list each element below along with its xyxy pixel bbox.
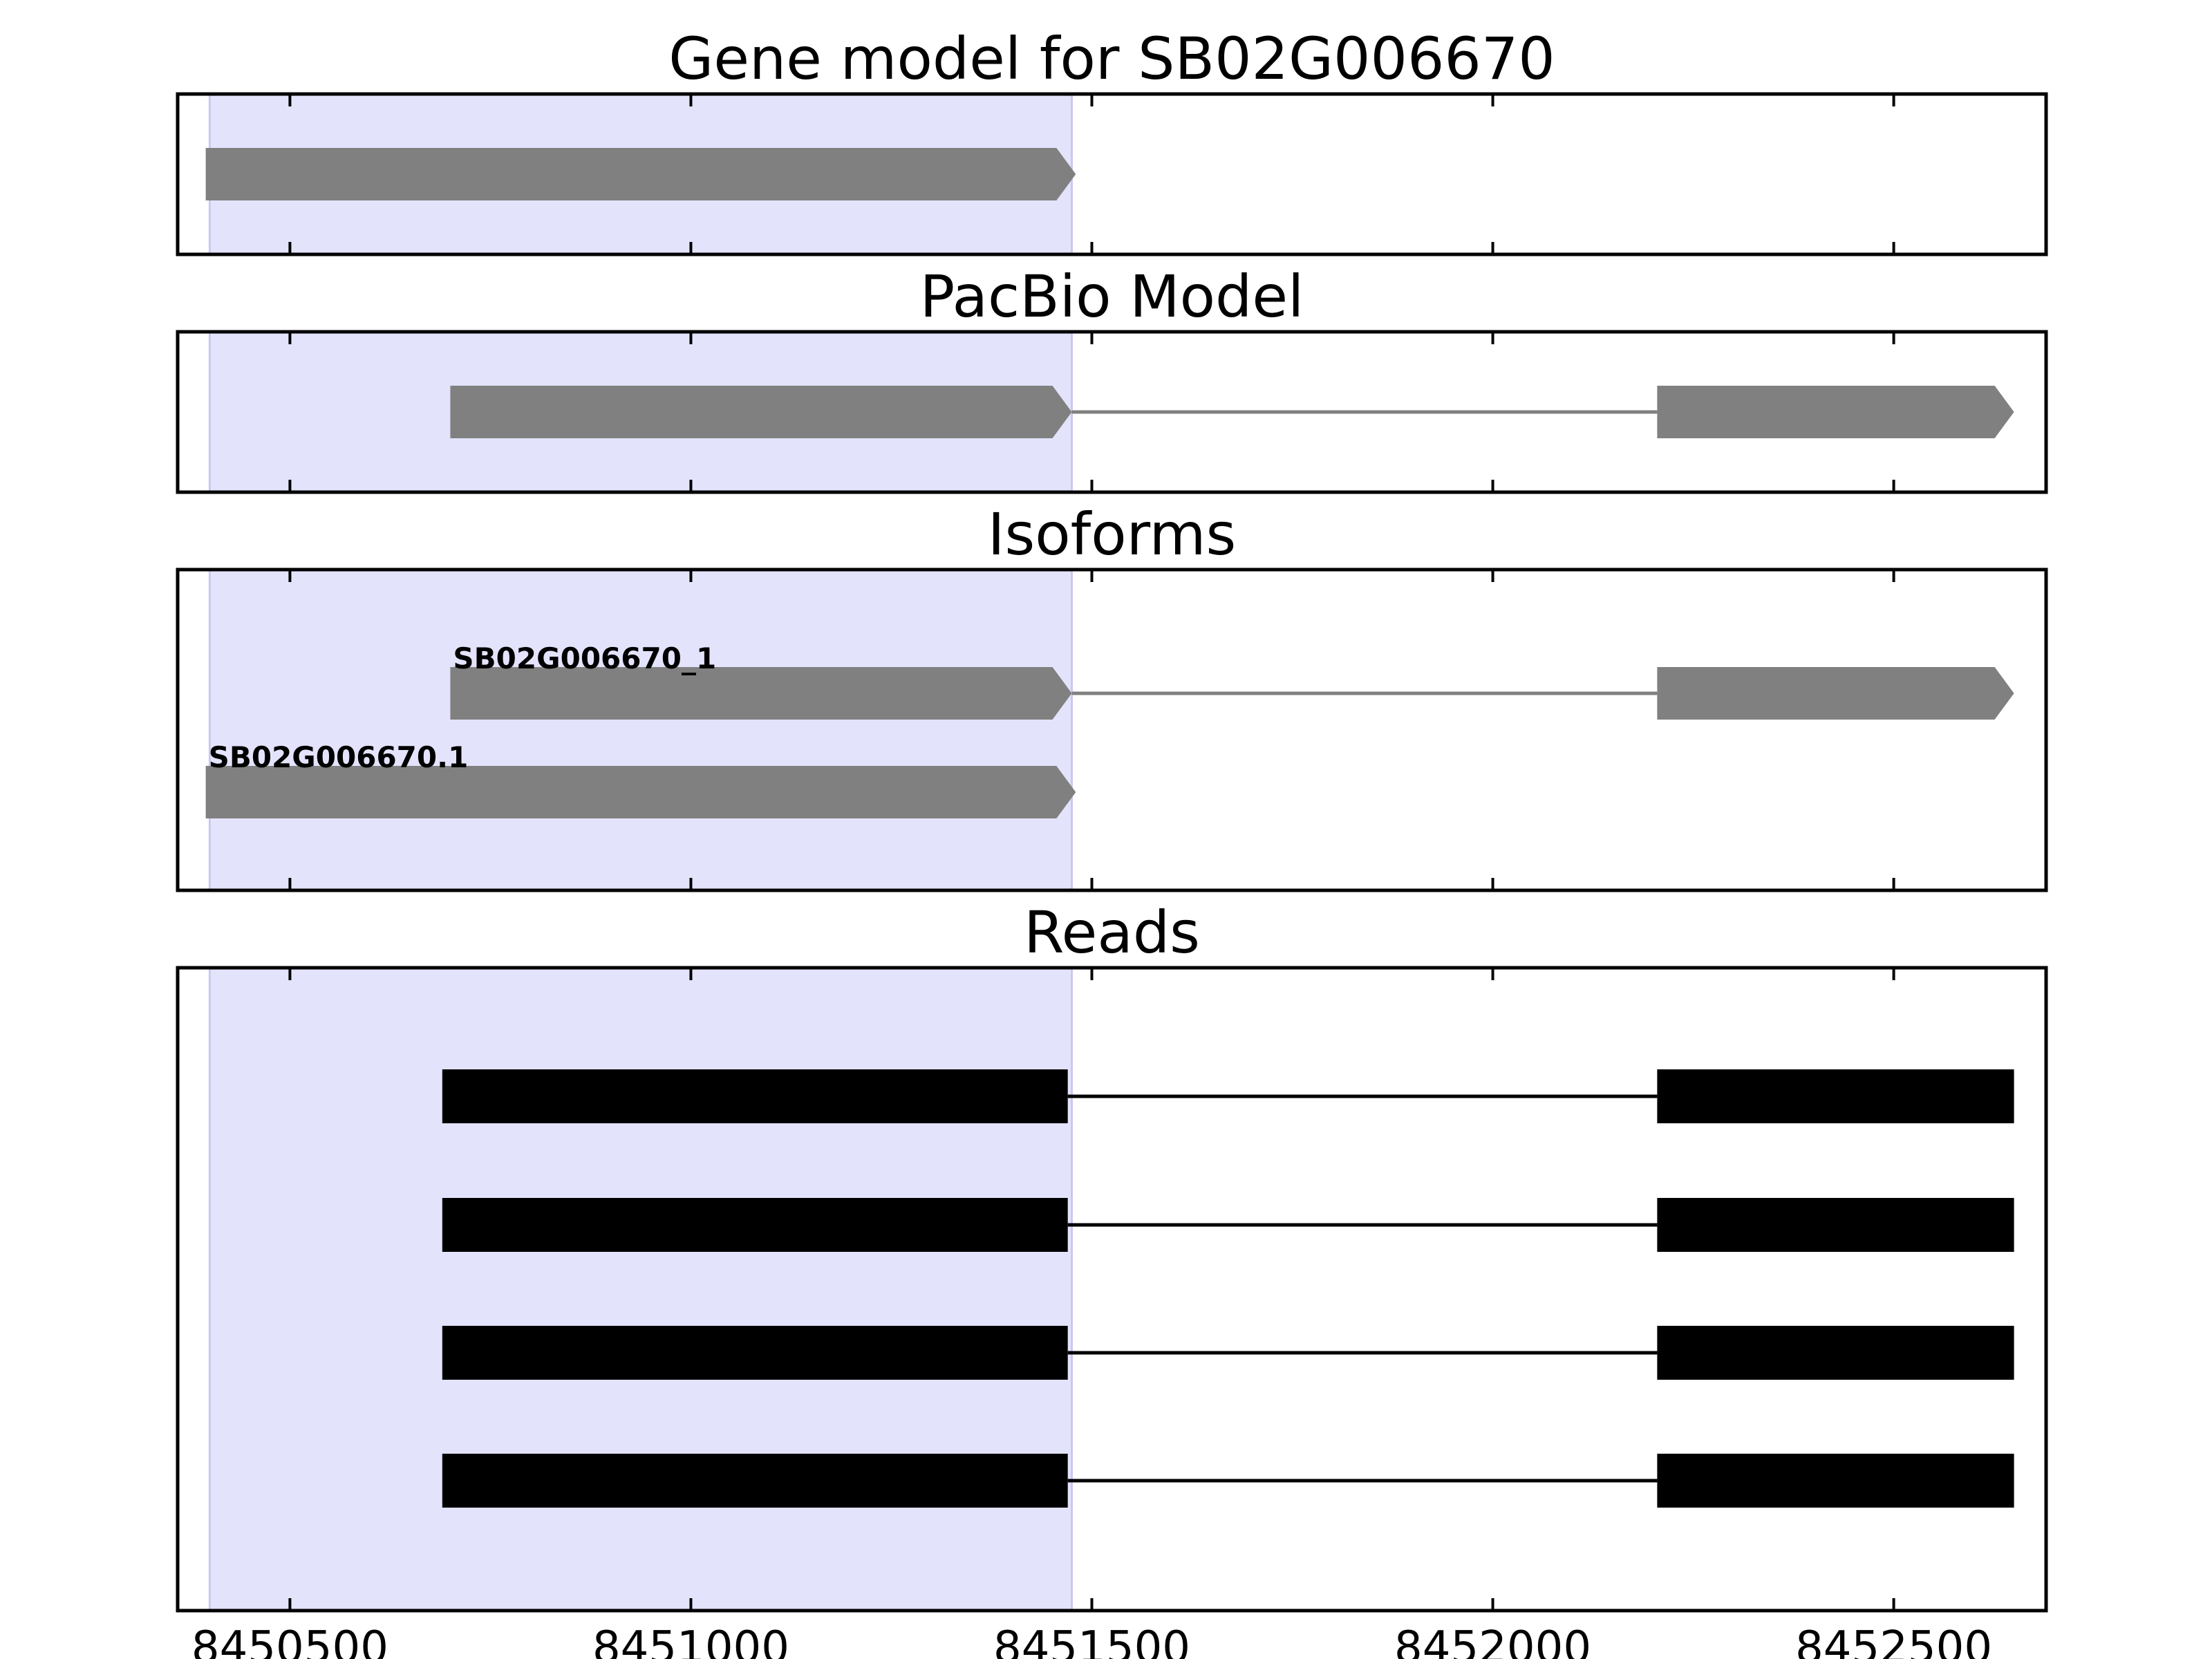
exon-block: [450, 667, 1072, 720]
exon-block: [442, 1069, 1068, 1123]
exon-block: [205, 766, 1076, 818]
exon-block: [442, 1454, 1068, 1508]
exon-block: [1657, 667, 2014, 720]
panel-frame: [176, 330, 2048, 494]
panel-title: Reads: [1024, 899, 1200, 966]
exon-block: [205, 148, 1076, 200]
x-tick-label: 8451500: [993, 1622, 1190, 1659]
highlight-region: [208, 966, 1073, 1612]
x-tick-label: 8451000: [592, 1622, 789, 1659]
x-tick-label: 8450500: [191, 1622, 388, 1659]
highlight-region: [208, 568, 1073, 892]
panel-frame: [176, 966, 2048, 1613]
panel-frame: [176, 92, 2048, 256]
panel-frame: [176, 568, 2048, 892]
isoform-label: SB02G006670.1: [209, 740, 469, 774]
isoform-label: SB02G006670_1: [453, 641, 716, 675]
exon-block: [442, 1326, 1068, 1380]
exon-block: [1657, 1198, 2014, 1252]
exon-block: [442, 1198, 1068, 1252]
exon-block: [1657, 386, 2014, 438]
exon-block: [450, 386, 1072, 438]
panel-title: Gene model for SB02G006670: [668, 25, 1555, 93]
exon-block: [1657, 1069, 2014, 1123]
panel-title: Isoforms: [988, 500, 1237, 568]
exon-block: [1657, 1326, 2014, 1380]
x-tick-label: 8452500: [1795, 1622, 1992, 1659]
exon-block: [1657, 1454, 2014, 1508]
x-tick-label: 8452000: [1394, 1622, 1591, 1659]
panel-title: PacBio Model: [920, 263, 1304, 330]
